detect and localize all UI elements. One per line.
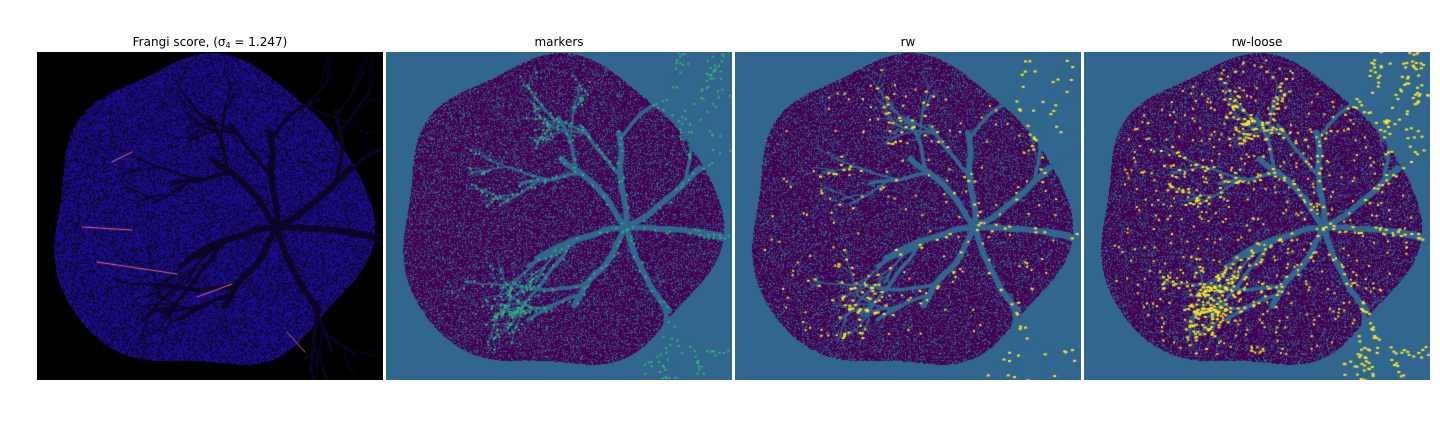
rw-loose-image — [1084, 52, 1430, 380]
frangi-score-image — [37, 52, 383, 380]
markers-image — [386, 52, 732, 380]
frangi-score-panel: Frangi score, (σ4 = 1.247) — [37, 32, 383, 380]
markers-title: markers — [534, 35, 584, 49]
rw-image — [735, 52, 1081, 380]
frangi-score-title: Frangi score, (σ4 = 1.247) — [132, 35, 288, 50]
rw-title: rw — [900, 35, 916, 49]
rw-loose-panel: rw-loose — [1084, 32, 1430, 380]
markers-panel: markers — [386, 32, 732, 380]
rw-panel: rw — [735, 32, 1081, 380]
rw-loose-title: rw-loose — [1231, 35, 1283, 49]
